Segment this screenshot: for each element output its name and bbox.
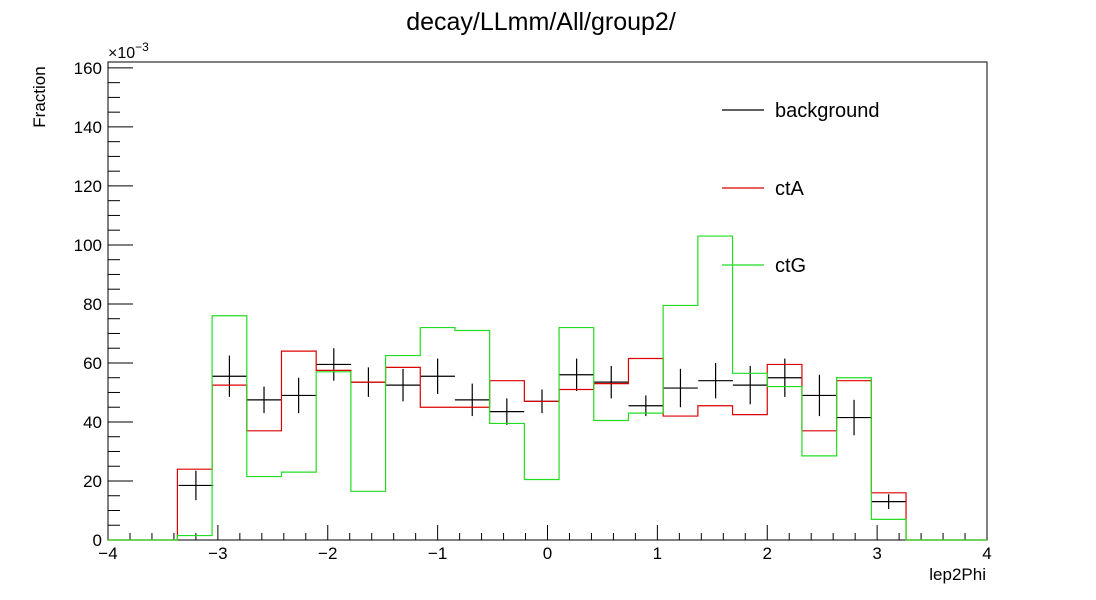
x-axis-label: lep2Phi [929, 565, 986, 584]
x-tick-label: 2 [763, 544, 772, 563]
y-tick-label: 100 [74, 236, 102, 255]
step-line-ctG [108, 235, 987, 541]
plot-area [107, 61, 988, 541]
x-tick-label: 1 [653, 544, 662, 563]
y-tick-label: 40 [83, 413, 102, 432]
y-tick-label: 160 [74, 59, 102, 78]
series-ctA [108, 350, 987, 541]
legend-label-ctG: ctG [775, 255, 806, 277]
y-multiplier-exponent: −3 [135, 40, 149, 54]
y-tick-label: 0 [93, 531, 102, 550]
series-ctG [108, 235, 987, 541]
x-tick-label: −2 [318, 544, 337, 563]
series-background [178, 348, 907, 510]
y-axis-label: Fraction [30, 66, 49, 127]
y-tick-label: 140 [74, 118, 102, 137]
y-tick-label: 20 [83, 472, 102, 491]
step-line-ctA [108, 350, 987, 541]
y-tick-label: 60 [83, 354, 102, 373]
y-tick-label: 80 [83, 295, 102, 314]
legend-label-ctA: ctA [775, 178, 805, 200]
plot-frame [107, 61, 988, 541]
y-tick-label: 120 [74, 177, 102, 196]
x-tick-label: −1 [428, 544, 447, 563]
x-tick-label: −3 [208, 544, 227, 563]
x-tick-label: 0 [543, 544, 552, 563]
axes: 0 20 40 60 80 100 120 140 160 −4 −3 −2 −1 0 1 2 3 4 [74, 59, 992, 563]
x-tick-label: −4 [98, 544, 117, 563]
x-tick-label: 3 [872, 544, 881, 563]
legend: background ctA ctG [722, 100, 880, 277]
data-series [108, 235, 987, 541]
x-tick-label: 4 [982, 544, 991, 563]
y-multiplier-base: ×10 [108, 45, 135, 62]
y-multiplier-label: ×10−3 [108, 40, 149, 62]
chart-title: decay/LLmm/All/group2/ [406, 8, 676, 36]
legend-label-background: background [775, 100, 880, 122]
